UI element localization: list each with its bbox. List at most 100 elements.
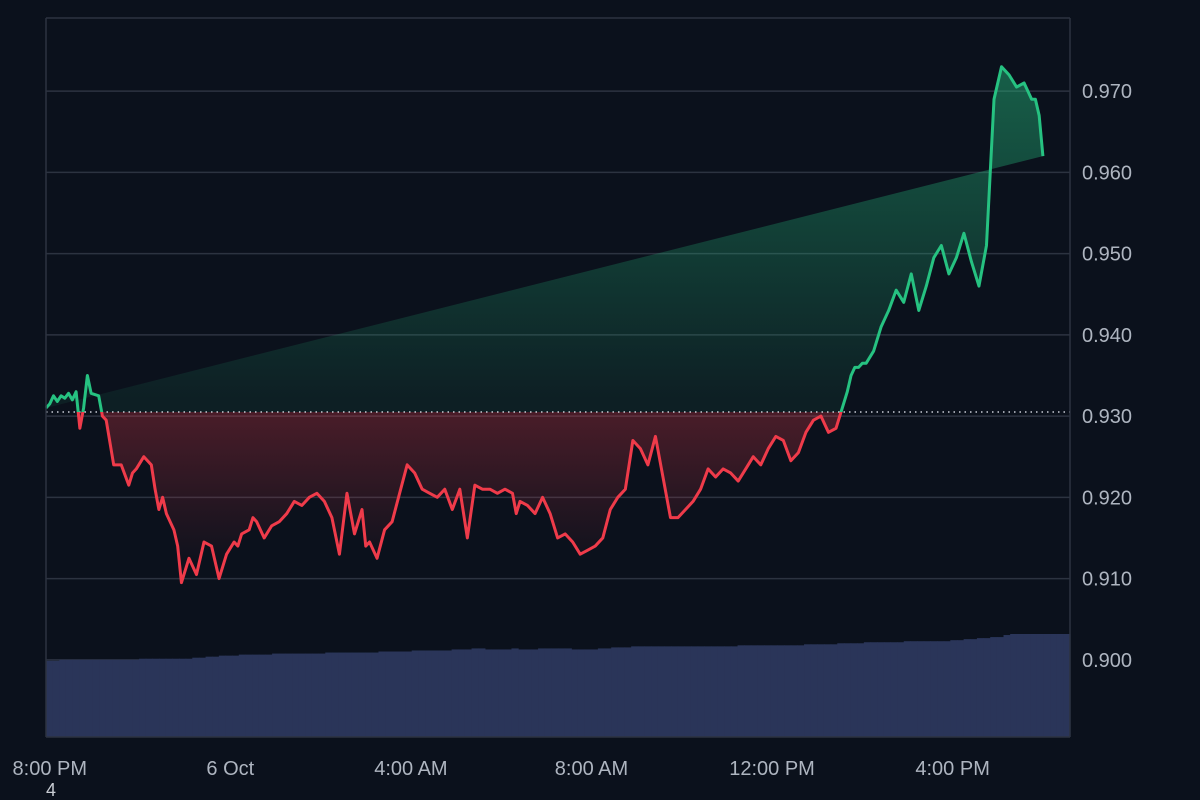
- volume-bar: [371, 652, 380, 737]
- volume-bar: [1023, 634, 1031, 737]
- volume-bar: [139, 658, 147, 737]
- volume-bar: [498, 649, 506, 737]
- y-tick-label: 0.970: [1082, 81, 1132, 103]
- volume-bar: [52, 660, 60, 737]
- volume-bar: [950, 640, 958, 737]
- y-tick-label: 0.940: [1082, 325, 1132, 347]
- volume-bar: [172, 658, 180, 737]
- volume-bar: [245, 654, 253, 737]
- volume-bar: [338, 652, 346, 737]
- volume-bar: [478, 648, 486, 737]
- volume-bar: [145, 658, 153, 737]
- volume-bar: [351, 652, 360, 737]
- volume-bar: [697, 646, 705, 737]
- volume-bar: [1036, 634, 1045, 737]
- y-tick-label: 0.960: [1082, 162, 1132, 184]
- volume-bar: [425, 650, 433, 737]
- volume-bar: [99, 659, 107, 737]
- volume-bar: [897, 642, 905, 737]
- volume-bar: [664, 646, 672, 737]
- volume-bar: [391, 651, 400, 737]
- volume-bar: [750, 645, 759, 737]
- volume-bar: [325, 652, 333, 737]
- volume-bar: [790, 645, 798, 737]
- volume-bar: [1016, 634, 1025, 737]
- volume-bar: [943, 641, 951, 737]
- volume-bar: [963, 639, 971, 737]
- corner-label: 4: [46, 780, 57, 800]
- volume-bar: [837, 643, 845, 737]
- y-axis: 0.900 0.910 0.920 0.930 0.940 0.950 0.960 0.970: [1082, 81, 1132, 672]
- x-tick-label: 8:00 PM: [13, 758, 87, 780]
- volume-bar: [903, 641, 912, 737]
- volume-bar: [205, 656, 213, 737]
- volume-bar: [857, 643, 865, 737]
- volume-bar: [797, 645, 805, 737]
- volume-bar: [637, 646, 646, 737]
- volume-bar: [730, 646, 739, 737]
- volume-bar: [46, 660, 54, 737]
- volume-bar: [398, 651, 406, 737]
- volume-bar: [178, 658, 187, 737]
- volume-bar: [671, 646, 679, 737]
- volume-bar: [298, 653, 306, 737]
- y-tick-label: 0.920: [1082, 487, 1132, 509]
- volume-bar: [604, 648, 612, 737]
- volume-bar: [458, 649, 466, 737]
- volume-bar: [564, 648, 572, 737]
- volume-bar: [551, 648, 559, 737]
- volume-bar: [451, 649, 459, 737]
- volume-bar: [345, 652, 353, 737]
- volume-bar: [617, 647, 626, 737]
- volume-bar: [92, 659, 100, 737]
- volume-bar: [358, 652, 366, 737]
- volume-bar: [125, 659, 134, 737]
- volume-bar: [544, 648, 552, 737]
- volume-bar: [976, 638, 985, 737]
- volume-bar: [877, 642, 885, 737]
- volume-bar: [538, 648, 546, 737]
- volume-bar: [757, 645, 765, 737]
- volume-bar: [657, 646, 665, 737]
- volume-bar: [212, 656, 220, 737]
- volume-bar: [784, 645, 792, 737]
- volume-bar: [631, 646, 639, 737]
- volume-bar: [258, 654, 267, 737]
- volume-bar: [690, 646, 699, 737]
- volume-bar: [112, 659, 120, 737]
- volume-bar: [105, 659, 114, 737]
- volume-bar: [558, 648, 566, 737]
- volume-bar: [823, 644, 832, 737]
- volume-bar: [59, 659, 67, 737]
- volume-bar: [917, 641, 925, 737]
- volume-bar: [591, 649, 599, 737]
- volume-bar: [232, 655, 240, 737]
- volume-bar: [1043, 634, 1051, 737]
- volume-bar: [710, 646, 719, 737]
- plot-frame: [45, 17, 1071, 738]
- volume-bar: [1063, 634, 1071, 737]
- volume-bar: [1010, 634, 1018, 737]
- y-tick-label: 0.910: [1082, 569, 1132, 591]
- volume-bar: [504, 649, 513, 737]
- volume-bar: [365, 652, 373, 737]
- volume-bar: [990, 637, 998, 737]
- volume-bar: [192, 657, 200, 737]
- volume-bar: [252, 654, 260, 737]
- volume-bar: [651, 646, 659, 737]
- y-tick-label: 0.930: [1082, 406, 1132, 428]
- volume-bar: [484, 649, 493, 737]
- volume-bar: [418, 650, 426, 737]
- volume-bar: [132, 659, 140, 737]
- volume-bar: [956, 640, 965, 737]
- price-line: [44, 65, 1045, 585]
- volume-bar: [817, 644, 825, 737]
- volume-bar: [890, 642, 898, 737]
- volume-bar: [524, 649, 533, 737]
- volume-bar: [1003, 635, 1011, 737]
- volume-bar: [79, 659, 87, 737]
- volume-bar: [272, 653, 280, 737]
- volume-bar: [438, 650, 446, 737]
- volume-bar: [292, 653, 300, 737]
